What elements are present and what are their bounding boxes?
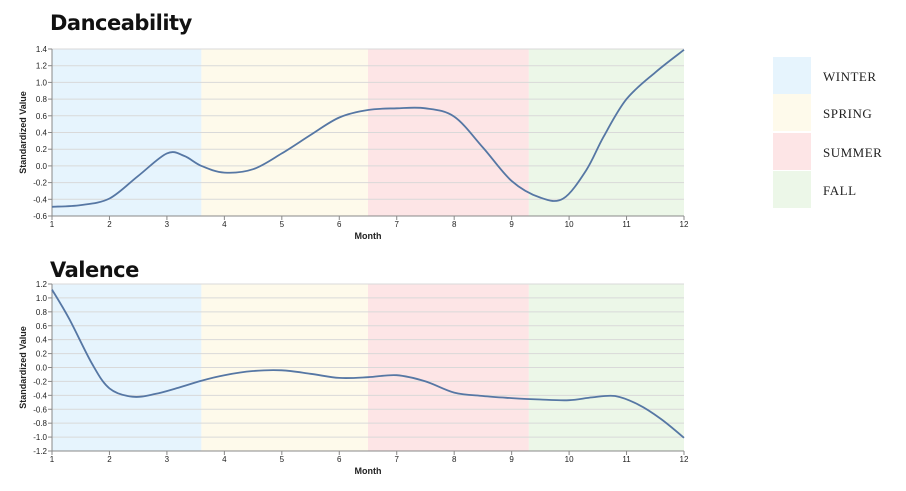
legend-swatch-winter — [773, 57, 811, 94]
x-tick-label: 11 — [622, 220, 631, 229]
chart-title: Valence — [50, 258, 139, 282]
y-tick-label: 0.0 — [36, 364, 48, 373]
x-tick-label: 11 — [622, 455, 631, 464]
y-tick-label: 1.2 — [36, 62, 48, 71]
x-tick-label: 1 — [50, 455, 55, 464]
y-tick-label: 0.8 — [36, 95, 48, 104]
legend-swatch-summer — [773, 133, 811, 170]
y-tick-label: -0.2 — [33, 179, 47, 188]
y-axis-label: Standardized Value — [18, 326, 28, 409]
y-tick-label: -1.2 — [33, 447, 47, 456]
x-tick-label: 9 — [509, 220, 514, 229]
y-tick-label: 0.0 — [36, 162, 48, 171]
y-tick-label: -0.2 — [33, 377, 47, 386]
x-tick-label: 2 — [107, 220, 112, 229]
y-tick-label: 0.2 — [36, 145, 48, 154]
y-tick-label: 1.0 — [36, 78, 48, 87]
series-line — [51, 289, 685, 439]
x-tick-label: 4 — [222, 220, 227, 229]
legend-label-fall: FALL — [823, 183, 857, 198]
x-tick-label: 3 — [165, 455, 170, 464]
y-tick-label: -0.4 — [33, 195, 47, 204]
x-tick-label: 5 — [280, 455, 285, 464]
x-tick-label: 6 — [337, 455, 342, 464]
x-tick-label: 7 — [395, 455, 400, 464]
y-tick-label: -0.4 — [33, 391, 47, 400]
x-tick-label: 7 — [395, 220, 400, 229]
y-axis-label: Standardized Value — [18, 91, 28, 174]
y-tick-label: 0.6 — [36, 112, 48, 121]
y-tick-label: 1.0 — [36, 294, 48, 303]
season-legend: WINTER SPRING SUMMER FALL — [773, 57, 882, 208]
y-tick-label: -1.0 — [33, 433, 47, 442]
x-tick-label: 10 — [565, 220, 574, 229]
x-tick-label: 5 — [280, 220, 285, 229]
x-tick-label: 12 — [680, 455, 689, 464]
x-tick-label: 3 — [165, 220, 170, 229]
x-tick-label: 12 — [680, 220, 689, 229]
x-tick-label: 6 — [337, 220, 342, 229]
legend-label-spring: SPRING — [823, 106, 872, 121]
x-tick-label: 4 — [222, 455, 227, 464]
x-tick-label: 10 — [565, 455, 574, 464]
x-tick-label: 8 — [452, 220, 457, 229]
y-tick-label: 1.4 — [36, 45, 48, 54]
x-tick-label: 2 — [107, 455, 112, 464]
y-tick-label: -0.8 — [33, 419, 47, 428]
x-tick-label: 1 — [50, 220, 55, 229]
x-axis-label: Month — [355, 231, 382, 241]
y-tick-label: 0.6 — [36, 322, 48, 331]
y-tick-label: 0.2 — [36, 350, 48, 359]
legend-label-summer: SUMMER — [823, 145, 882, 160]
x-axis-label: Month — [355, 466, 382, 476]
legend-swatch-fall — [773, 171, 811, 208]
legend-swatch-spring — [773, 94, 811, 131]
y-tick-label: 0.4 — [36, 129, 48, 138]
y-tick-label: 1.2 — [36, 280, 48, 289]
y-tick-label: 0.4 — [36, 336, 48, 345]
x-tick-label: 9 — [509, 455, 514, 464]
y-tick-label: -0.6 — [33, 212, 47, 221]
danceability-chart: Danceability 1.4 1.2 1.0 0.8 0.6 0.4 0.2 0.0 -0.2… — [18, 11, 689, 241]
chart-title: Danceability — [50, 11, 193, 35]
y-tick-label: -0.6 — [33, 405, 47, 414]
legend-label-winter: WINTER — [823, 69, 877, 84]
y-tick-label: 0.8 — [36, 308, 48, 317]
series-line — [51, 49, 685, 208]
x-tick-label: 8 — [452, 455, 457, 464]
